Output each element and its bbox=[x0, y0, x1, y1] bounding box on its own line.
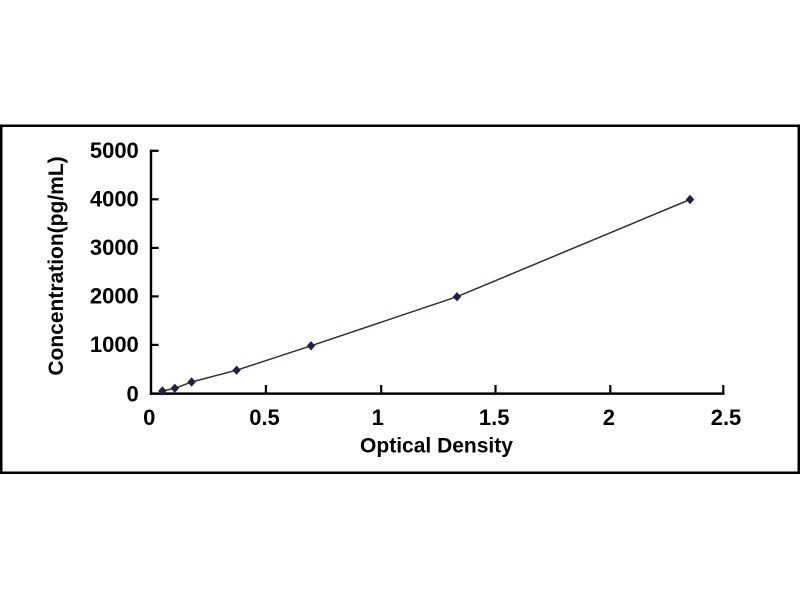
svg-text:0.5: 0.5 bbox=[249, 405, 280, 430]
svg-text:Concentration(pg/mL): Concentration(pg/mL) bbox=[45, 156, 68, 375]
svg-text:0: 0 bbox=[127, 382, 139, 407]
svg-text:2.5: 2.5 bbox=[711, 405, 742, 430]
svg-text:3000: 3000 bbox=[90, 235, 139, 260]
svg-text:2000: 2000 bbox=[90, 284, 139, 309]
svg-text:2: 2 bbox=[603, 405, 615, 430]
svg-text:Optical Density: Optical Density bbox=[360, 435, 513, 458]
svg-text:1000: 1000 bbox=[90, 332, 139, 357]
svg-text:1: 1 bbox=[372, 405, 384, 430]
svg-text:0: 0 bbox=[143, 405, 155, 430]
svg-text:1.5: 1.5 bbox=[479, 405, 510, 430]
svg-text:4000: 4000 bbox=[90, 187, 139, 212]
svg-text:5000: 5000 bbox=[90, 138, 139, 163]
